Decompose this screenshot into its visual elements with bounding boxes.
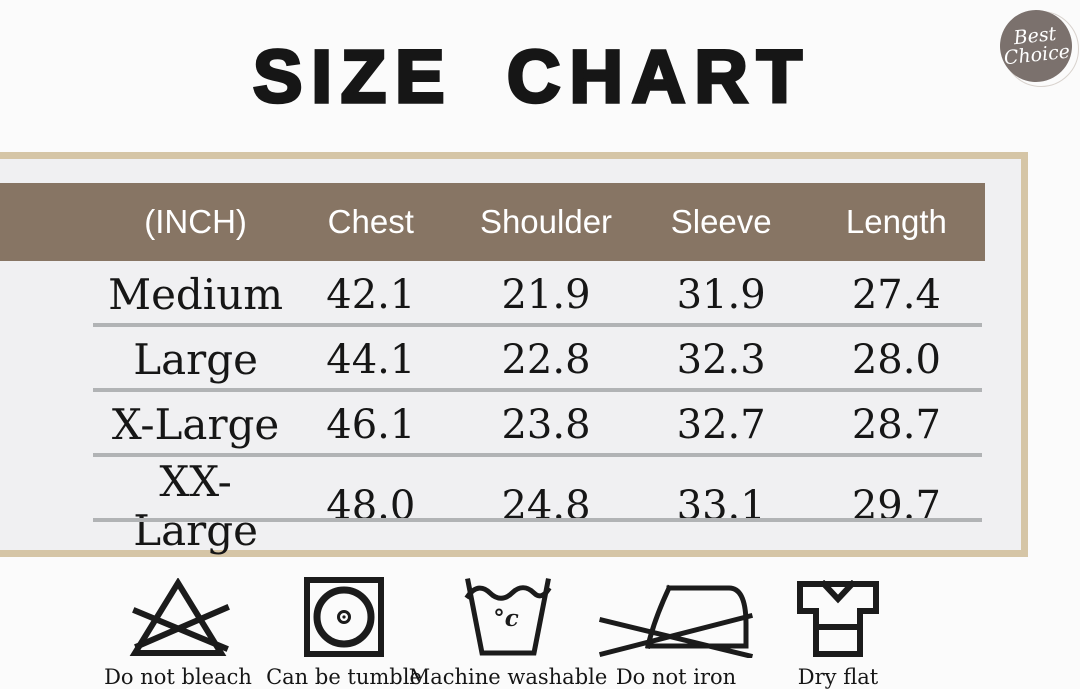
- machine-washable-icon: °c: [462, 574, 554, 658]
- chest-value: 42.1: [326, 271, 416, 318]
- size-table-body: Medium 42.1 21.9 31.9 27.4 Large 44.1 22…: [108, 262, 984, 555]
- shoulder-value: 21.9: [501, 271, 591, 318]
- dry-flat-icon: [796, 574, 880, 658]
- sleeve-value: 31.9: [676, 271, 766, 318]
- sleeve-value: 32.3: [676, 336, 766, 383]
- chest-value: 46.1: [326, 401, 416, 448]
- size-label: XX-Large: [133, 457, 258, 555]
- sleeve-value: 33.1: [676, 483, 766, 529]
- care-label: Machine washable: [408, 665, 608, 689]
- size-label: Medium: [108, 270, 284, 319]
- care-item-dry-flat: Dry flat: [728, 574, 948, 689]
- table-header-row: (INCH) Chest Shoulder Sleeve Length: [0, 183, 985, 261]
- column-header-chest: Chest: [327, 203, 414, 240]
- column-header-length: Length: [845, 203, 947, 240]
- care-item-tumble-dry: Can be tumble: [234, 574, 454, 689]
- badge-line2: Choice: [1002, 40, 1072, 70]
- length-value: 28.7: [851, 401, 941, 448]
- care-label: Do not iron: [615, 665, 737, 689]
- row-separator: [93, 518, 982, 522]
- table-row: Large 44.1 22.8 32.3 28.0: [108, 327, 984, 392]
- shoulder-value: 22.8: [501, 336, 591, 383]
- page-title: SIZE CHART: [251, 33, 811, 120]
- table-row: XX-Large 48.0 24.8 33.1 29.7: [108, 457, 984, 555]
- chest-value: 48.0: [326, 483, 416, 529]
- column-header-sleeve: Sleeve: [670, 203, 772, 240]
- care-item-machine-washable: °c Machine washable: [398, 574, 618, 689]
- length-value: 28.0: [851, 336, 941, 383]
- wash-temperature-label: °c: [493, 604, 519, 632]
- table-row: Medium 42.1 21.9 31.9 27.4: [108, 262, 984, 327]
- table-row: X-Large 46.1 23.8 32.7 28.7: [108, 392, 984, 457]
- chest-value: 44.1: [326, 336, 416, 383]
- row-separator: [93, 323, 982, 327]
- shoulder-value: 24.8: [501, 483, 591, 529]
- length-value: 27.4: [851, 271, 941, 318]
- sleeve-value: 32.7: [676, 401, 766, 448]
- column-header-shoulder: Shoulder: [479, 203, 613, 240]
- care-item-do-not-bleach: Do not bleach: [68, 574, 288, 689]
- column-header-unit: (INCH): [144, 203, 247, 240]
- do-not-bleach-icon: [122, 574, 234, 658]
- do-not-iron-icon: [599, 574, 753, 658]
- care-item-do-not-iron: Do not iron: [566, 574, 786, 689]
- care-label: Can be tumble: [266, 665, 422, 689]
- size-label: X-Large: [111, 400, 280, 449]
- row-separator: [93, 453, 982, 457]
- length-value: 29.7: [851, 483, 941, 529]
- size-label: Large: [133, 335, 258, 384]
- tumble-dry-icon: [303, 574, 385, 658]
- row-separator: [93, 388, 982, 392]
- care-label: Do not bleach: [104, 665, 252, 689]
- table-header-grid: (INCH) Chest Shoulder Sleeve Length: [108, 183, 984, 261]
- care-label: Dry flat: [797, 665, 879, 689]
- shoulder-value: 23.8: [501, 401, 591, 448]
